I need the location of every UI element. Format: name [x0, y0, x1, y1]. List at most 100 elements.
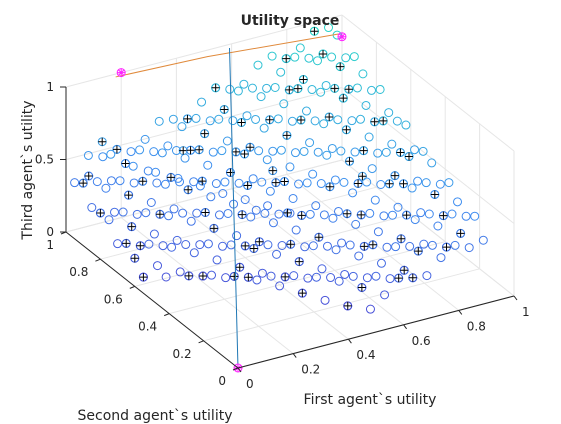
outcome-point: [375, 84, 385, 94]
explored-point: [384, 179, 394, 189]
outcome-point: [304, 53, 314, 63]
explored-point: [268, 166, 278, 176]
outcome-point: [268, 218, 278, 228]
outcome-point: [333, 115, 343, 125]
x-tick: [458, 310, 463, 315]
outcome-point: [223, 208, 233, 218]
outcome-point: [228, 116, 238, 126]
explored-point: [84, 171, 94, 181]
outcome-point: [186, 216, 196, 226]
outcome-point: [295, 43, 305, 53]
explored-point: [442, 242, 452, 252]
z-tick-label: 1: [46, 80, 54, 94]
outcome-point: [334, 276, 344, 286]
outcome-point: [341, 53, 351, 63]
outcome-point: [324, 23, 334, 33]
grid-line: [65, 87, 343, 160]
outcome-point: [424, 209, 434, 219]
y-tick: [198, 340, 204, 344]
x-tick-label: 1: [522, 305, 530, 319]
grid-line: [341, 14, 515, 152]
outcome-point: [328, 213, 338, 223]
outcome-point: [384, 108, 394, 118]
explored-point: [243, 180, 253, 190]
explored-point: [456, 228, 466, 238]
explored-point: [324, 112, 334, 122]
outcome-point: [172, 235, 182, 245]
outcome-point: [339, 177, 349, 187]
x-tick: [513, 295, 518, 301]
outcome-point: [373, 227, 383, 237]
outcome-point: [287, 116, 297, 126]
explored-point: [184, 271, 194, 281]
outcome-point: [310, 116, 320, 126]
outcome-point: [173, 173, 183, 183]
outcome-point: [143, 166, 153, 176]
outcome-point: [313, 147, 323, 157]
outcome-point: [354, 251, 364, 261]
y-tick: [164, 313, 170, 317]
outcome-point: [212, 255, 222, 265]
explored-point: [166, 172, 176, 182]
outcome-point: [380, 290, 390, 300]
outcome-point: [106, 149, 116, 159]
outcome-point: [327, 52, 337, 62]
outcome-point: [444, 178, 454, 188]
explored-point: [293, 84, 303, 94]
y-tick: [95, 258, 101, 262]
explored-point: [399, 265, 409, 275]
explored-point: [353, 178, 363, 188]
outcome-point: [157, 148, 167, 158]
explored-point: [297, 288, 307, 298]
outcome-point: [263, 240, 273, 250]
explored-point: [341, 125, 351, 135]
grid-line: [100, 186, 377, 260]
outcome-point: [214, 210, 224, 220]
explored-point: [183, 185, 193, 195]
outcome-point: [189, 177, 199, 187]
explored-point: [286, 239, 296, 249]
explored-point: [356, 210, 366, 220]
outcome-point: [195, 181, 205, 191]
explored-point: [121, 159, 131, 169]
x-tick-label: 0.6: [412, 334, 431, 348]
outcome-point: [106, 176, 116, 186]
chart-title: Utility space: [241, 13, 340, 29]
explored-point: [378, 116, 388, 126]
outcome-point: [352, 83, 362, 93]
explored-point: [271, 178, 281, 188]
explored-point: [344, 84, 354, 94]
outcome-point: [203, 160, 213, 170]
explored-point: [130, 253, 140, 263]
outcome-point: [305, 138, 315, 148]
outcome-point: [140, 134, 150, 144]
explored-point: [186, 145, 196, 155]
outcome-point: [289, 271, 299, 281]
outcome-point: [256, 92, 266, 102]
y-tick-label: 0.6: [104, 292, 123, 306]
grid-line: [134, 213, 411, 287]
explored-point: [357, 171, 367, 181]
outcome-point: [319, 119, 329, 129]
outcome-point: [110, 207, 120, 217]
outcome-point: [288, 193, 298, 203]
outcome-point: [251, 205, 261, 215]
outcome-point: [152, 178, 162, 188]
outcome-point: [392, 116, 402, 126]
explored-point: [178, 146, 188, 156]
explored-point: [298, 74, 308, 84]
outcome-point: [290, 52, 300, 62]
explored-point: [283, 208, 293, 218]
explored-point: [282, 130, 292, 140]
explored-point: [368, 240, 378, 250]
outcome-point: [253, 60, 263, 70]
outcome-point: [168, 114, 178, 124]
explored-point: [413, 246, 423, 256]
explored-point: [402, 210, 412, 220]
outcome-point: [307, 85, 317, 95]
explored-point: [95, 208, 105, 218]
outcome-point: [234, 178, 244, 188]
outcome-point: [262, 83, 272, 93]
